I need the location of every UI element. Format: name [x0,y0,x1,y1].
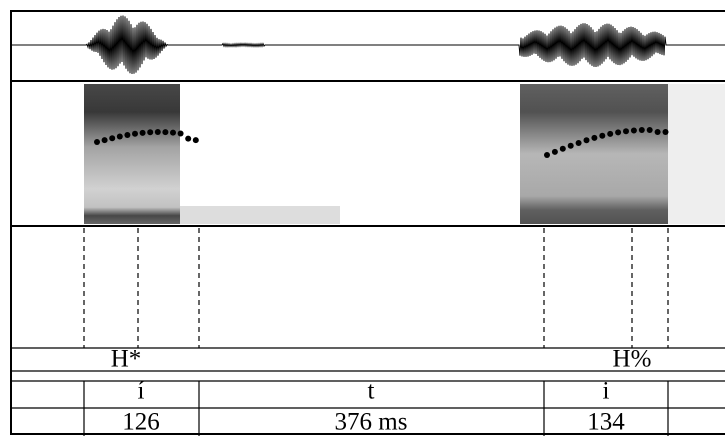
duration-label: 376 ms [335,409,408,436]
pitch-dot [607,130,614,137]
pitch-dot [567,142,574,149]
pitch-dot [192,137,199,144]
pitch-dot [544,152,550,158]
segment-label: í [138,378,145,405]
pitch-dot [662,129,669,135]
pitch-dot [630,127,637,134]
boundaries [83,228,669,436]
pitch-dot [101,137,108,144]
pitch-dot [94,139,100,145]
pitch-dot [109,135,116,142]
pitch-dot [654,129,661,135]
pitch-dot [583,137,590,144]
pitch-dot [154,129,161,136]
pitch-dot [615,129,622,136]
pitch-track [94,127,669,158]
pitch-dot [185,135,192,142]
pitch-dot [116,133,123,140]
frame [10,10,725,435]
spectrogram [84,84,725,224]
pitch-dot [646,127,653,133]
segment-label: t [368,378,375,405]
pitch-dot [591,134,598,141]
tone-label: H% [613,346,652,373]
pitch-dot [559,145,566,152]
pitch-dot [147,129,154,136]
pitch-dot [599,132,606,139]
waveform-trace [11,15,725,75]
pitch-dot [170,129,176,136]
pitch-dot [162,129,169,136]
pitch-dot [575,139,582,146]
pitch-dot [177,130,184,137]
duration-label: 134 [587,409,625,436]
pitch-dot [139,129,146,136]
segment-label: i [603,378,610,405]
waveform [11,15,725,75]
pitch-dot [638,127,645,134]
pitch-dot [551,148,558,155]
pitch-dot [623,128,629,135]
pitch-dot [132,130,138,137]
pitch-dot [124,132,131,139]
duration-label: 126 [122,409,160,436]
tone-label: H* [111,346,142,373]
